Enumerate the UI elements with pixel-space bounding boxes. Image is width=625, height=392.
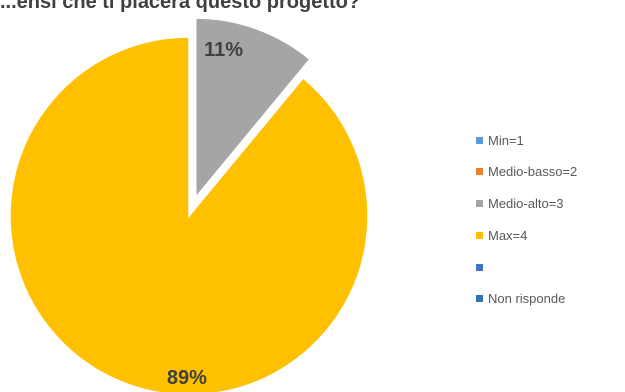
data-label-medio-alto-3: 11% [204, 39, 243, 61]
legend-label: Medio-basso=2 [488, 164, 578, 180]
legend-label: Max=4 [488, 227, 528, 243]
legend-swatch [476, 168, 483, 176]
pie-slice-max-4 [9, 36, 369, 392]
legend-swatch [476, 263, 483, 271]
legend-swatch [476, 295, 483, 303]
legend-label: Min=1 [488, 132, 524, 148]
legend-item-non-risponde: Non risponde [476, 290, 577, 308]
chart-title: ...ensi che ti piacerà questo progetto? [0, 0, 361, 13]
legend-swatch [476, 231, 483, 239]
legend-item-min-1: Min=1 [476, 131, 577, 149]
legend-label: Medio-alto=3 [488, 196, 564, 212]
legend-swatch [476, 136, 483, 144]
legend-item-medio-alto-3: Medio-alto=3 [476, 195, 577, 213]
legend-swatch [476, 200, 483, 208]
legend-item-max-4: Max=4 [476, 226, 577, 244]
legend-label: Non risponde [488, 291, 566, 307]
pie-slice-medio-alto-3 [195, 17, 311, 200]
chart-legend: Min=1 Medio-basso=2 Medio-alto=3 Max=4 Non r… [476, 131, 577, 322]
legend-item-medio-basso-2: Medio-basso=2 [476, 163, 577, 181]
legend-item-unnamed [476, 258, 577, 276]
data-label-max-4: 89% [167, 367, 207, 389]
